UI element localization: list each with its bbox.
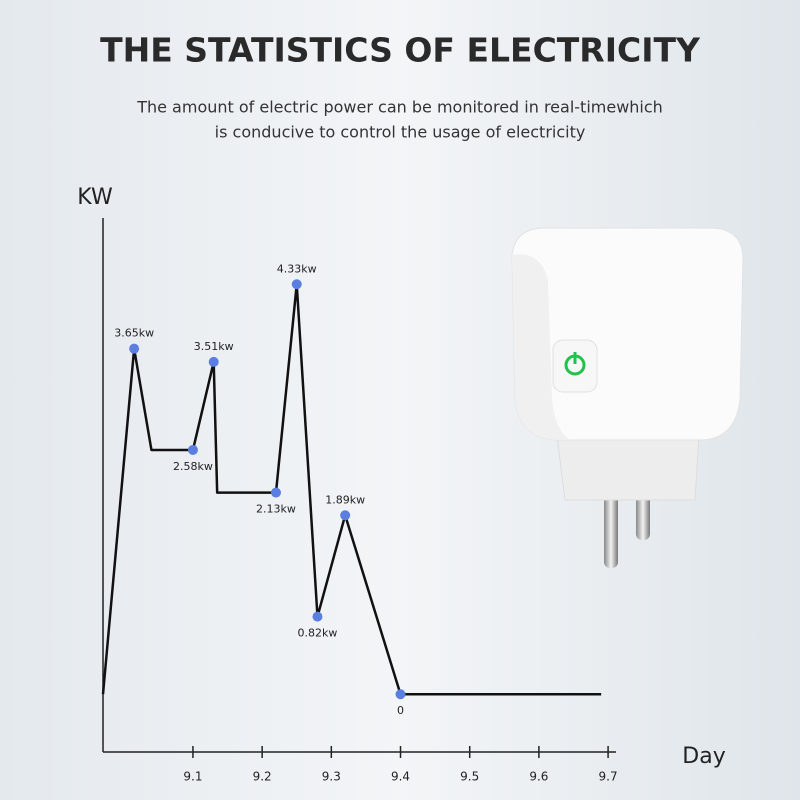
value-label: 0.82kw bbox=[298, 627, 338, 640]
x-axis-label: Day bbox=[682, 744, 725, 769]
x-tick-label: 9.6 bbox=[529, 770, 548, 784]
point bbox=[291, 279, 302, 290]
point bbox=[129, 343, 140, 354]
x-tick-label: 9.2 bbox=[253, 770, 272, 784]
point bbox=[208, 356, 219, 367]
point bbox=[270, 487, 281, 498]
value-label: 2.58kw bbox=[173, 460, 213, 473]
x-tick-label: 9.3 bbox=[322, 770, 341, 784]
x-tick-label: 9.7 bbox=[599, 770, 618, 784]
value-label: 0 bbox=[397, 704, 404, 717]
line bbox=[101, 283, 602, 696]
y-axis-label: KW bbox=[77, 185, 113, 210]
point bbox=[312, 611, 323, 622]
value-label: 3.51kw bbox=[194, 340, 234, 353]
x-tick-label: 9.1 bbox=[183, 770, 202, 784]
value-label: 3.65kw bbox=[114, 327, 154, 340]
title: THE STATISTICS OF ELECTRICITY bbox=[100, 31, 701, 70]
plug-illustration bbox=[511, 227, 744, 568]
value-label: 1.89kw bbox=[325, 493, 365, 506]
subtitle: is conducive to control the usage of ele… bbox=[215, 123, 586, 142]
x-tick-label: 9.5 bbox=[460, 770, 479, 784]
x-tick-label: 9.4 bbox=[391, 770, 410, 784]
point bbox=[340, 510, 351, 521]
value-label: 2.13kw bbox=[256, 503, 296, 516]
point bbox=[395, 689, 406, 700]
value-label: 4.33kw bbox=[277, 262, 317, 275]
point bbox=[187, 444, 198, 455]
subtitle: The amount of electric power can be moni… bbox=[136, 98, 663, 117]
